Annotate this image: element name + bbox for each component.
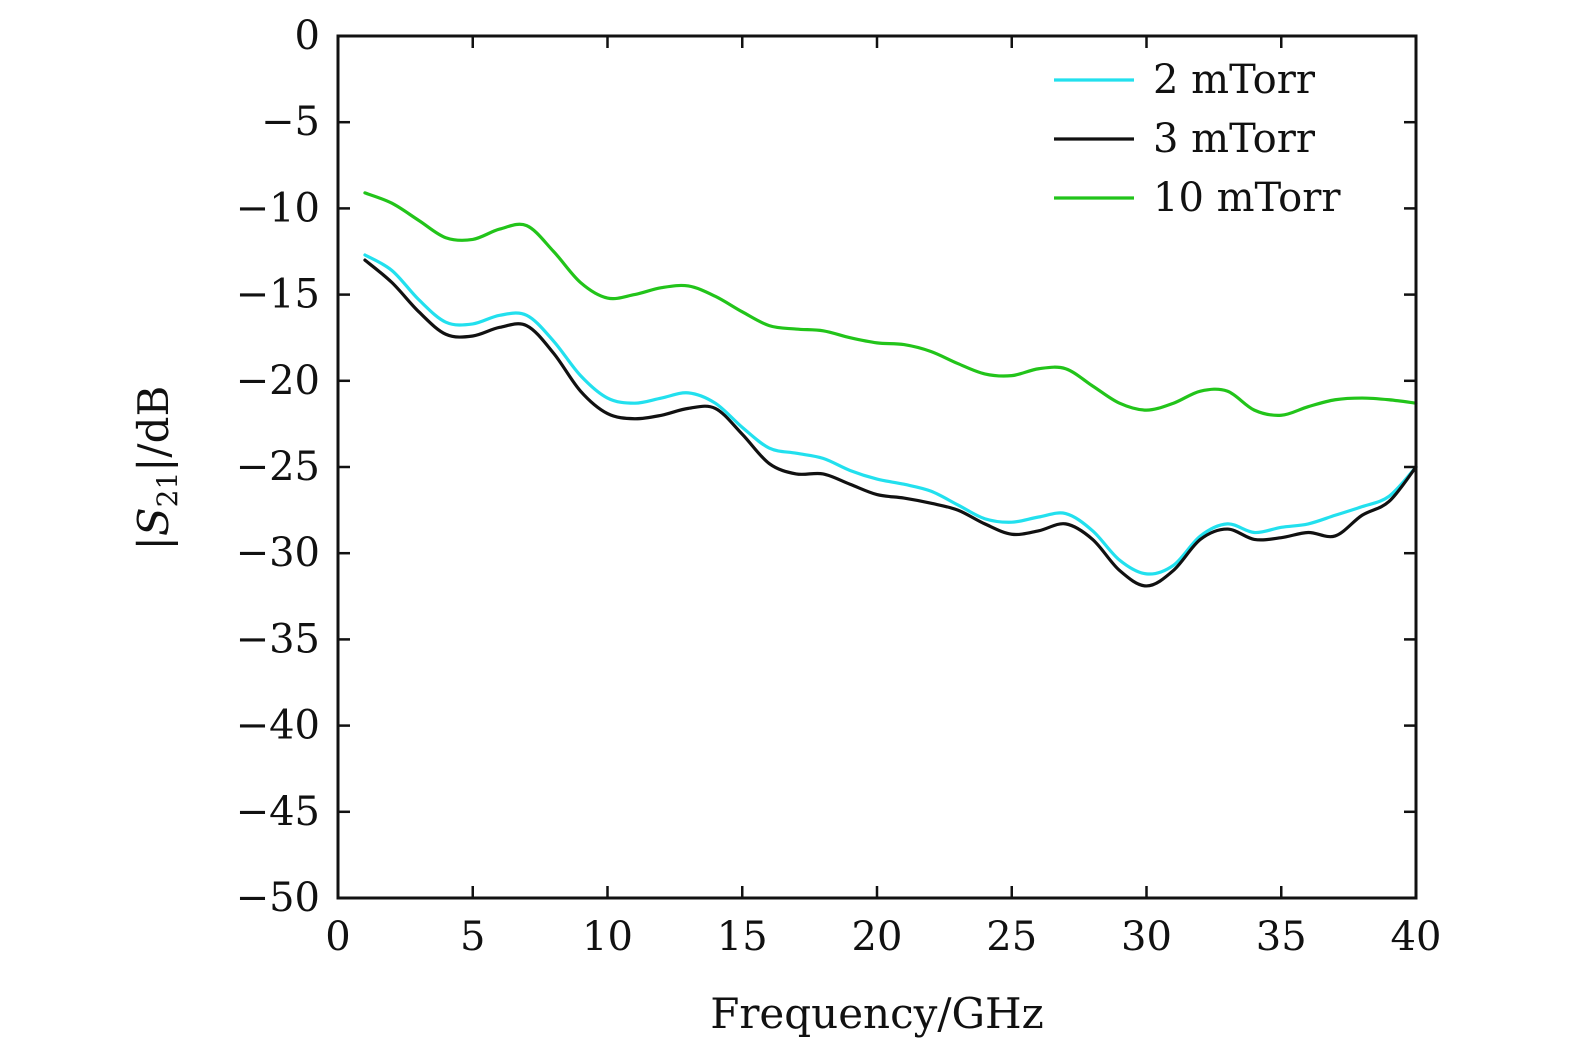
y-tick-label: −45 [236, 789, 320, 835]
legend-label-2: 3 mTorr [1153, 116, 1316, 162]
series-line-2 [363, 258, 1418, 588]
y-tick-label: −30 [236, 530, 320, 576]
legend-label-1: 2 mTorr [1153, 57, 1316, 103]
y-tick-label: −15 [236, 272, 320, 318]
x-tick-label: 35 [1256, 914, 1307, 960]
y-tick-label: −5 [261, 99, 320, 145]
x-tick-label: 20 [852, 914, 903, 960]
x-tick-label: 40 [1391, 914, 1442, 960]
y-axis-title-main: |S [129, 507, 178, 550]
y-axis-title-rest: |/dB [129, 386, 178, 472]
x-tick-label: 10 [582, 914, 633, 960]
x-tick-label: 15 [717, 914, 768, 960]
series-layer [363, 191, 1418, 588]
y-tick-label: −35 [236, 616, 320, 662]
y-axis-title-subscript: 21 [151, 472, 184, 508]
y-tick-label: −10 [236, 185, 320, 231]
y-axis-title-text: |S21|/dB [129, 386, 184, 551]
legend: 2 mTorr 3 mTorr 10 mTorr [1054, 57, 1341, 221]
x-axis-title: Frequency/GHz [710, 989, 1044, 1038]
x-tick-label: 0 [325, 914, 350, 960]
y-tick-label: 0 [295, 13, 320, 59]
series-line-1 [363, 253, 1418, 576]
y-tick-label: −20 [236, 358, 320, 404]
x-tick-label: 25 [986, 914, 1037, 960]
y-tick-label: −25 [236, 444, 320, 490]
legend-label-3: 10 mTorr [1153, 175, 1341, 221]
y-tick-label: −40 [236, 703, 320, 749]
axes-layer: 0 5 10 15 20 25 30 35 40 0 −5 −10 −15 −20 −25 −30 −35 −40… [236, 13, 1442, 960]
y-tick-label: −50 [236, 875, 320, 921]
y-axis-title: |S21|/dB [129, 386, 184, 551]
series-line-3 [363, 191, 1418, 417]
x-tick-label: 5 [460, 914, 485, 960]
x-tick-label: 30 [1121, 914, 1172, 960]
